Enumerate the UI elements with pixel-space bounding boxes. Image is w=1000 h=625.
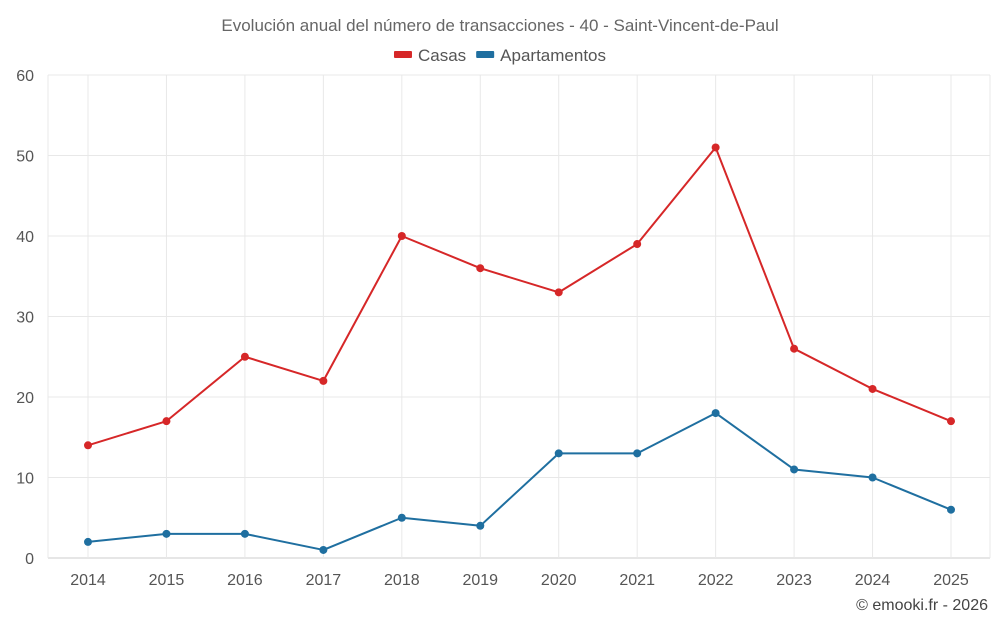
x-axis: 2014 2015 2016 2017 2018 2019 2020 2021 2022 2023… (70, 572, 969, 589)
legend-item-casas[interactable]: Casas (393, 46, 466, 65)
x-tick-label: 2022 (698, 572, 734, 589)
data-point[interactable] (868, 473, 877, 482)
x-tick-label: 2015 (149, 572, 185, 589)
y-tick-label: 50 (16, 149, 34, 166)
data-point[interactable] (240, 529, 249, 538)
legend-item-apartamentos[interactable]: Apartamentos (476, 46, 606, 65)
data-point[interactable] (868, 384, 877, 393)
legend-swatch (393, 51, 412, 58)
y-tick-label: 30 (16, 310, 34, 327)
x-tick-label: 2024 (855, 572, 891, 589)
x-tick-label: 2017 (306, 572, 342, 589)
x-tick-label: 2025 (933, 572, 969, 589)
y-tick-label: 0 (25, 551, 34, 568)
y-tick-label: 10 (16, 471, 34, 488)
legend-swatch (476, 51, 495, 58)
data-point[interactable] (319, 545, 328, 554)
x-tick-label: 2014 (70, 572, 106, 589)
x-tick-label: 2016 (227, 572, 263, 589)
data-point[interactable] (397, 513, 406, 522)
y-tick-label: 40 (16, 229, 34, 246)
data-point[interactable] (633, 449, 642, 458)
series-line (87, 412, 952, 551)
data-point[interactable] (790, 465, 799, 474)
chart-title: Evolución anual del número de transaccio… (221, 16, 778, 35)
x-tick-label: 2019 (462, 572, 498, 589)
data-point[interactable] (84, 441, 92, 450)
data-point[interactable] (711, 143, 720, 152)
series-line (87, 146, 952, 447)
data-point[interactable] (711, 409, 720, 418)
data-point[interactable] (162, 417, 171, 426)
data-point[interactable] (554, 288, 563, 297)
credit-text: © emooki.fr - 2026 (856, 597, 988, 614)
data-point[interactable] (947, 417, 955, 426)
y-tick-label: 60 (16, 68, 34, 85)
legend-label: Casas (418, 46, 466, 65)
legend: Casas Apartamentos (393, 46, 606, 65)
data-point[interactable] (162, 529, 171, 538)
series-group (84, 143, 955, 554)
data-point[interactable] (319, 376, 328, 385)
data-point[interactable] (476, 264, 485, 273)
x-tick-label: 2018 (384, 572, 420, 589)
data-point[interactable] (240, 352, 249, 361)
data-point[interactable] (476, 521, 485, 530)
data-point[interactable] (790, 344, 799, 353)
y-axis: 0 10 20 30 40 50 60 (16, 68, 34, 568)
series-casas (84, 143, 955, 450)
data-point[interactable] (633, 240, 642, 249)
grid (47, 74, 991, 559)
data-point[interactable] (397, 232, 406, 240)
y-tick-label: 20 (16, 390, 34, 407)
x-tick-label: 2021 (619, 572, 655, 589)
data-point[interactable] (947, 505, 955, 514)
series-apartamentos (84, 409, 955, 554)
data-point[interactable] (84, 537, 92, 546)
data-point[interactable] (554, 449, 563, 458)
x-tick-label: 2023 (776, 572, 812, 589)
legend-label: Apartamentos (500, 46, 606, 65)
x-tick-label: 2020 (541, 572, 577, 589)
